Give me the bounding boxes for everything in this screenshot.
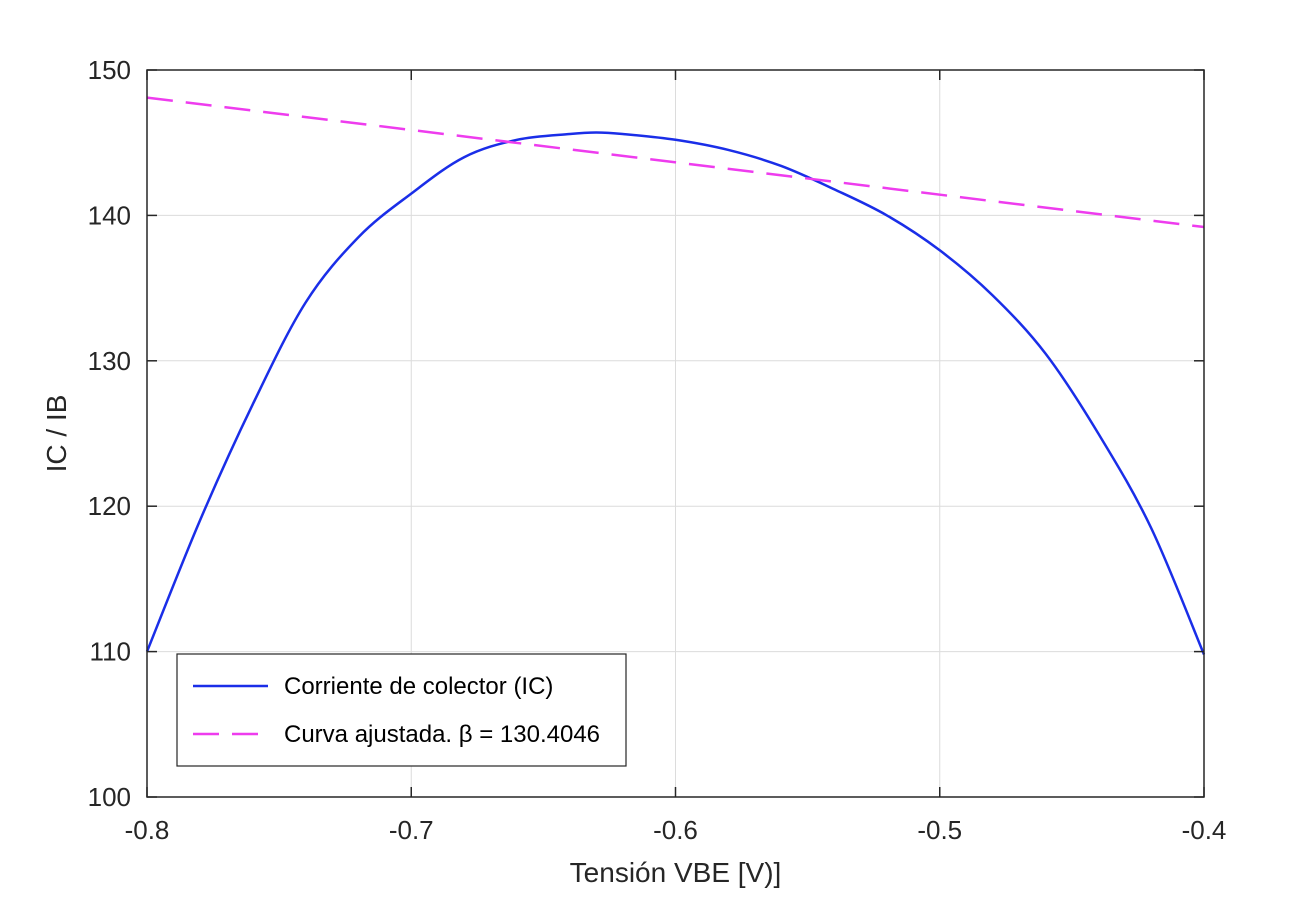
y-tick-label: 140 [88,200,131,230]
y-tick-label: 110 [90,637,131,667]
ticks: -0.8 -0.7 -0.6 -0.5 -0.4 100 110 120 130 140 150 [88,55,1227,845]
y-axis-label: IC / IB [41,395,72,473]
x-tick-label: -0.8 [125,815,170,845]
y-tick-label: 100 [88,782,131,812]
series-group [145,96,1206,655]
series-line-1 [146,96,1205,229]
y-tick-label: 150 [88,55,131,85]
x-tick-label: -0.4 [1182,815,1227,845]
y-tick-label: 120 [88,491,131,521]
x-tick-label: -0.5 [917,815,962,845]
x-axis-label: Tensión VBE [V)] [570,857,782,888]
legend: Corriente de colector (IC) Curva ajustada… [176,653,627,767]
legend-box [176,653,627,767]
grid [147,70,1204,797]
legend-entry-0: Corriente de colector (IC) [284,673,553,700]
y-tick-label: 130 [88,346,131,376]
x-tick-label: -0.6 [653,815,698,845]
legend-entry-1: Curva ajustada. β = 130.4046 [284,721,600,748]
series-line-0 [145,131,1206,655]
x-tick-label: -0.7 [389,815,434,845]
